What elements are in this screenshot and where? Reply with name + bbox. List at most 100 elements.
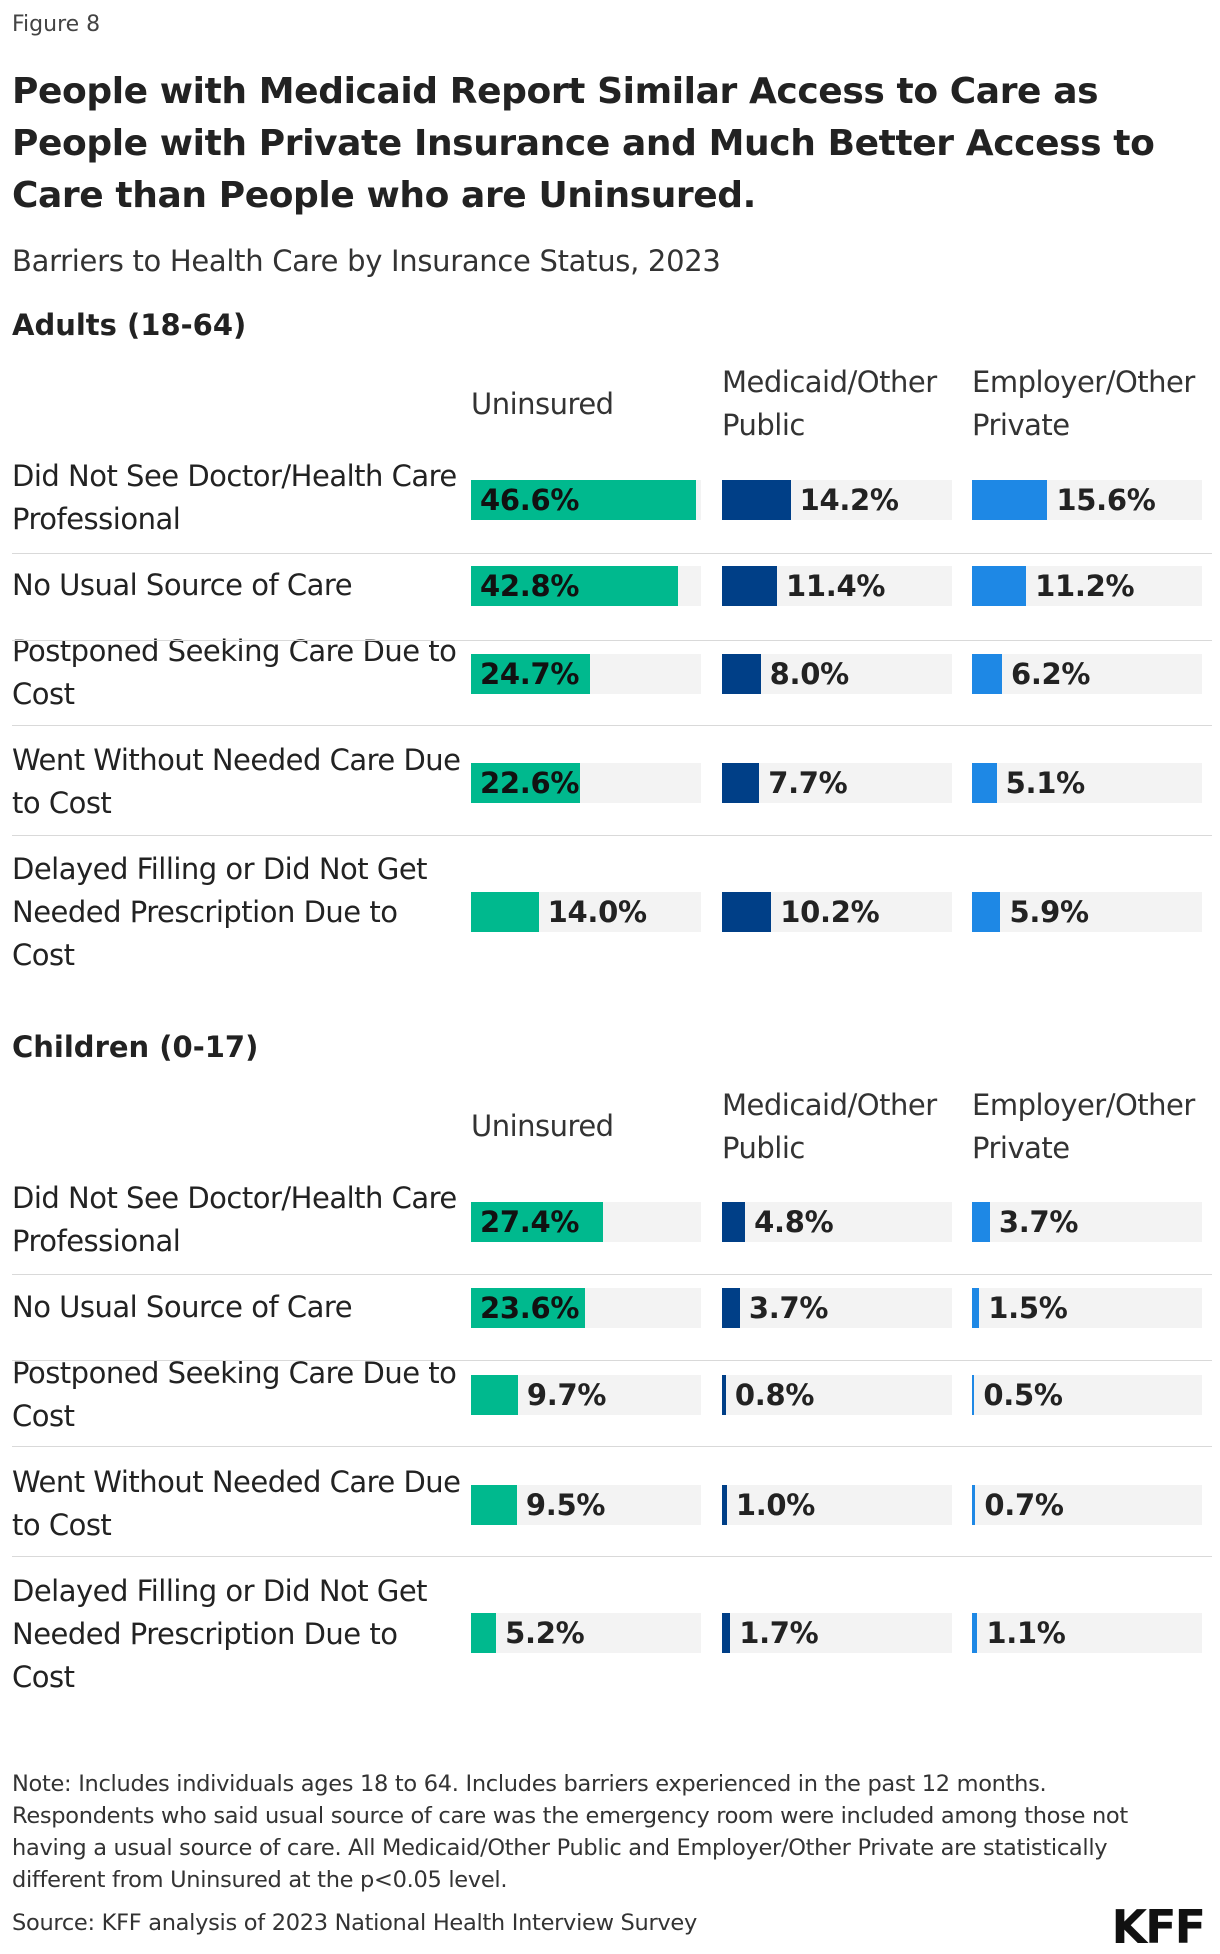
adults-bar-no-usual-source-medicaid [722, 566, 778, 606]
children-bar-value-went-without-care-medicaid: 1.0% [735, 1488, 816, 1522]
adults-bar-delayed-prescription-uninsured [471, 892, 539, 932]
children-bar-delayed-prescription-private [972, 1613, 978, 1653]
children-bar-postponed-care-medicaid [722, 1375, 726, 1415]
adults-row-label-did-not-see-doctor: Did Not See Doctor/Health Care Professio… [12, 459, 457, 536]
adults-bar-no-usual-source-private [972, 566, 1027, 606]
adults-bar-track-did-not-see-doctor-medicaid: 14.2% [722, 480, 952, 520]
children-row-label-postponed-care: Postponed Seeking Care Due to Cost [12, 1356, 457, 1433]
adults-bar-postponed-care-medicaid [722, 654, 761, 694]
adults-row-label-no-usual-source: No Usual Source of Care [12, 568, 353, 602]
children-bar-did-not-see-doctor-private [972, 1202, 990, 1242]
children-bar-track-postponed-care-uninsured: 9.7% [471, 1375, 701, 1415]
adults-bar-no-usual-source-uninsured [471, 566, 678, 606]
adults-bar-value-delayed-prescription-private: 5.9% [1009, 895, 1089, 929]
adults-column-header-private: Employer/Other Private [972, 365, 1195, 442]
children-column-header-uninsured: Uninsured [471, 1109, 614, 1143]
adults-bar-track-delayed-prescription-uninsured: 14.0% [471, 892, 701, 932]
adults-bar-value-did-not-see-doctor-medicaid: 14.2% [799, 483, 899, 517]
adults-bar-track-went-without-care-private: 5.1% [972, 763, 1202, 803]
adults-bar-track-no-usual-source-private: 11.2% [972, 566, 1202, 606]
children-bar-value-postponed-care-private: 0.5% [983, 1378, 1063, 1412]
adults-bar-track-no-usual-source-medicaid: 11.4% [722, 566, 952, 606]
adults-bar-value-no-usual-source-uninsured: 42.8% [480, 569, 580, 603]
children-bar-no-usual-source-uninsured [471, 1288, 585, 1328]
chart-note: Note: Includes individuals ages 18 to 64… [12, 1771, 1128, 1893]
adults-bar-track-postponed-care-uninsured: 24.7% [471, 654, 701, 694]
children-bar-track-did-not-see-doctor-medicaid: 4.8% [722, 1202, 952, 1242]
adults-bar-went-without-care-medicaid [722, 763, 760, 803]
adults-bar-track-no-usual-source-uninsured: 42.8% [471, 566, 701, 606]
children-bar-track-did-not-see-doctor-private: 3.7% [972, 1202, 1202, 1242]
adults-bar-value-no-usual-source-medicaid: 11.4% [786, 569, 886, 603]
children-bar-track-no-usual-source-private: 1.5% [972, 1288, 1202, 1328]
adults-bar-delayed-prescription-medicaid [722, 892, 772, 932]
adults-bar-track-postponed-care-private: 6.2% [972, 654, 1202, 694]
adults-bar-postponed-care-private [972, 654, 1002, 694]
children-bar-value-no-usual-source-private: 1.5% [988, 1291, 1068, 1325]
children-bar-no-usual-source-private [972, 1288, 980, 1328]
adults-bar-track-delayed-prescription-private: 5.9% [972, 892, 1202, 932]
children-bar-track-no-usual-source-medicaid: 3.7% [722, 1288, 952, 1328]
children-bar-value-did-not-see-doctor-medicaid: 4.8% [754, 1205, 834, 1239]
adults-row-divider [12, 835, 1212, 836]
adults-bar-went-without-care-uninsured [471, 763, 581, 803]
children-bar-track-delayed-prescription-private: 1.1% [972, 1613, 1202, 1653]
chart-source: Source: KFF analysis of 2023 National He… [12, 1910, 697, 1936]
children-bar-track-delayed-prescription-uninsured: 5.2% [471, 1613, 701, 1653]
adults-bar-delayed-prescription-private [972, 892, 1001, 932]
adults-row-divider [12, 725, 1212, 726]
children-bar-went-without-care-private [972, 1485, 976, 1525]
adults-bar-track-went-without-care-uninsured: 22.6% [471, 763, 701, 803]
adults-bar-value-postponed-care-private: 6.2% [1010, 657, 1091, 691]
adults-bar-value-went-without-care-medicaid: 7.7% [768, 766, 848, 800]
children-row-label-delayed-prescription: Delayed Filling or Did Not Get Needed Pr… [12, 1574, 428, 1694]
children-row-label-no-usual-source: No Usual Source of Care [12, 1290, 353, 1324]
adults-bar-track-delayed-prescription-medicaid: 10.2% [722, 892, 952, 932]
children-bar-delayed-prescription-medicaid [722, 1613, 731, 1653]
adults-bar-value-went-without-care-uninsured: 22.6% [480, 766, 580, 800]
chart-title: People with Medicaid Report Similar Acce… [12, 71, 1155, 216]
adults-bar-value-went-without-care-private: 5.1% [1005, 766, 1086, 800]
children-row-divider [12, 1556, 1212, 1557]
children-bar-value-went-without-care-uninsured: 9.5% [525, 1488, 606, 1522]
children-bar-did-not-see-doctor-uninsured [471, 1202, 604, 1242]
children-bar-track-did-not-see-doctor-uninsured: 27.4% [471, 1202, 701, 1242]
adults-bar-track-went-without-care-medicaid: 7.7% [722, 763, 952, 803]
children-row-label-went-without-care: Went Without Needed Care Due to Cost [12, 1465, 461, 1542]
adults-bar-did-not-see-doctor-private [972, 480, 1048, 520]
children-bar-track-went-without-care-uninsured: 9.5% [471, 1485, 701, 1525]
children-bar-went-without-care-medicaid [722, 1485, 727, 1525]
kff-logo: KFF [1111, 1900, 1206, 1954]
adults-row-divider [12, 640, 1212, 641]
children-bar-postponed-care-private [972, 1375, 975, 1415]
children-bar-value-no-usual-source-uninsured: 23.6% [480, 1291, 580, 1325]
children-bar-went-without-care-uninsured [471, 1485, 517, 1525]
children-column-header-medicaid: Medicaid/Other Public [722, 1088, 937, 1165]
children-bar-value-no-usual-source-medicaid: 3.7% [748, 1291, 829, 1325]
children-bar-track-went-without-care-medicaid: 1.0% [722, 1485, 952, 1525]
adults-bar-value-did-not-see-doctor-private: 15.6% [1056, 483, 1156, 517]
adults-bar-track-did-not-see-doctor-uninsured: 46.6% [471, 480, 701, 520]
adults-column-header-medicaid: Medicaid/Other Public [722, 365, 937, 442]
adults-row-label-postponed-care: Postponed Seeking Care Due to Cost [12, 634, 457, 711]
children-bar-track-no-usual-source-uninsured: 23.6% [471, 1288, 701, 1328]
children-row-divider [12, 1446, 1212, 1447]
children-bar-value-went-without-care-private: 0.7% [984, 1488, 1064, 1522]
children-bar-value-postponed-care-medicaid: 0.8% [734, 1378, 815, 1412]
adults-bar-did-not-see-doctor-uninsured [471, 480, 697, 520]
figure-label: Figure 8 [12, 12, 101, 37]
adults-row-label-delayed-prescription: Delayed Filling or Did Not Get Needed Pr… [12, 852, 428, 972]
children-column-header-private: Employer/Other Private [972, 1088, 1195, 1165]
children-bar-track-delayed-prescription-medicaid: 1.7% [722, 1613, 952, 1653]
adults-column-header-uninsured: Uninsured [471, 387, 614, 421]
adults-bar-value-postponed-care-medicaid: 8.0% [769, 657, 850, 691]
chart-subtitle: Barriers to Health Care by Insurance Sta… [12, 244, 721, 278]
adults-row-label-went-without-care: Went Without Needed Care Due to Cost [12, 743, 461, 820]
children-bar-value-delayed-prescription-medicaid: 1.7% [739, 1616, 819, 1650]
adults-bar-value-delayed-prescription-uninsured: 14.0% [547, 895, 647, 929]
children-row-divider [12, 1274, 1212, 1275]
adults-bar-value-no-usual-source-private: 11.2% [1035, 569, 1135, 603]
adults-bar-did-not-see-doctor-medicaid [722, 480, 791, 520]
adults-bar-track-did-not-see-doctor-private: 15.6% [972, 480, 1202, 520]
